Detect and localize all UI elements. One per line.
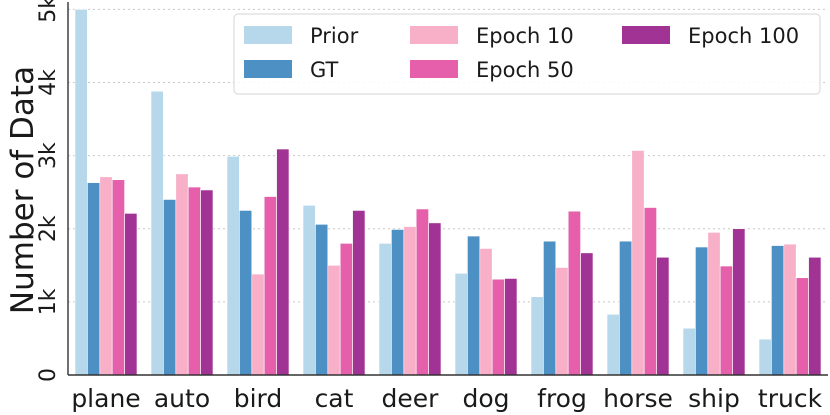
axes: 0 1k 2k 3k 4k 5k plane auto bird cat deer dog frog ho… [36,0,828,413]
x-tick-label: frog [537,384,587,413]
bar-plane-gt [87,182,101,376]
bar-auto-epoch-50 [187,186,201,376]
bar-ship-epoch-50 [719,265,733,376]
bar-deer-epoch-10 [403,226,417,376]
bar-auto-epoch-10 [175,173,189,376]
legend-label: Epoch 100 [688,24,799,48]
bar-horse-epoch-100 [656,256,670,376]
legend-swatch-epoch-50 [410,60,458,78]
bar-plane-epoch-50 [111,179,125,376]
x-tick-label: bird [234,384,283,413]
x-tick-label: ship [688,384,740,413]
legend-label: GT [310,58,339,82]
y-tick-label: 4k [36,69,61,96]
x-tick-label: dog [462,384,509,413]
bar-frog-prior [530,296,544,376]
bar-truck-epoch-10 [783,243,797,376]
bar-bird-gt [239,210,253,376]
bar-ship-epoch-100 [732,228,746,376]
x-tick-label: auto [154,384,210,413]
bar-bird-epoch-50 [263,196,277,376]
bar-dog-epoch-100 [504,278,518,376]
bar-plane-epoch-10 [99,176,113,376]
bar-deer-prior [378,243,392,376]
y-tick-label: 5k [36,0,61,23]
bar-frog-gt [543,240,557,376]
bar-frog-epoch-100 [580,252,594,376]
bar-cat-epoch-50 [339,243,353,376]
bar-auto-gt [163,199,177,376]
legend-swatch-epoch-100 [622,26,670,44]
bar-dog-epoch-10 [479,248,493,376]
bar-deer-epoch-50 [415,208,429,376]
bar-horse-epoch-10 [631,150,645,376]
bar-dog-epoch-50 [491,278,505,376]
bar-horse-gt [619,240,633,376]
bar-auto-prior [150,90,164,376]
bar-plane-epoch-100 [124,213,138,376]
bar-bird-prior [226,156,240,376]
bar-horse-epoch-50 [643,207,657,376]
legend-label: Epoch 50 [476,58,574,82]
bar-auto-epoch-100 [200,189,214,376]
x-tick-label: plane [71,384,140,413]
bar-bird-epoch-100 [276,148,290,376]
y-tick-label: 3k [36,142,61,169]
bar-dog-gt [467,235,481,376]
legend-swatch-gt [244,60,292,78]
y-axis-label: Number of Data [5,66,41,314]
bar-dog-prior [454,273,468,376]
bar-frog-epoch-50 [567,210,581,376]
x-tick-label: truck [758,384,823,413]
x-tick-label: cat [315,384,354,413]
legend-label: Epoch 10 [476,24,574,48]
bar-plane-prior [74,9,88,376]
bar-frog-epoch-10 [555,267,569,376]
bar-truck-epoch-100 [808,256,822,376]
bar-bird-epoch-10 [251,273,265,376]
bar-deer-epoch-100 [428,222,442,376]
bar-ship-epoch-10 [707,232,721,376]
bar-deer-gt [391,229,405,376]
x-tick-label: horse [603,384,673,413]
bar-ship-gt [695,246,709,376]
bar-cat-prior [302,205,316,376]
bar-truck-epoch-50 [795,277,809,376]
legend-box [233,13,821,95]
y-tick-label: 1k [36,288,61,315]
legend: Prior GT Epoch 10 Epoch 50 Epoch 100 [233,13,821,95]
bar-cat-gt [315,224,329,376]
bar-truck-gt [771,245,785,376]
x-tick-label: deer [382,384,440,413]
y-tick-label: 0 [36,368,61,382]
bar-truck-prior [758,338,772,376]
bars [74,9,822,376]
y-tick-label: 2k [36,215,61,242]
bar-cat-epoch-100 [352,210,366,376]
legend-swatch-prior [244,26,292,44]
legend-swatch-epoch-10 [410,26,458,44]
bar-cat-epoch-10 [327,264,341,376]
bar-ship-prior [682,327,696,376]
legend-label: Prior [310,24,359,48]
bar-horse-prior [606,313,620,376]
